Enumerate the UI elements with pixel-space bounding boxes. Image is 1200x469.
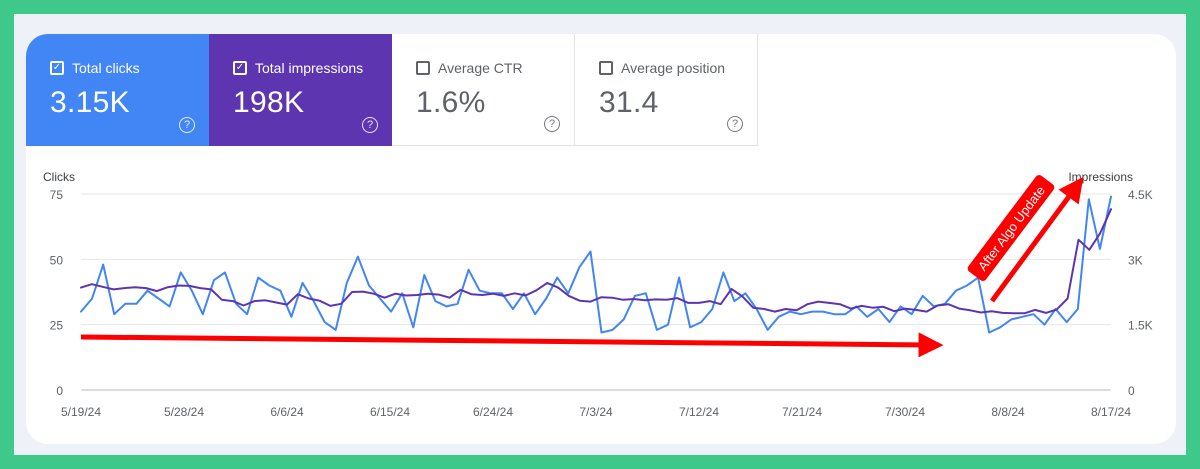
trend-arrow-up — [989, 176, 1084, 303]
metric-label: Total clicks — [72, 60, 140, 76]
metric-value: 31.4 — [599, 86, 659, 119]
right-tick-label: 4.5K — [1128, 188, 1153, 202]
help-icon[interactable]: ? — [179, 117, 195, 133]
left-tick-label: 25 — [50, 319, 64, 333]
annotation-text: After Algo Update — [975, 183, 1048, 273]
trend-arrow-flat — [80, 332, 944, 358]
metric-tile-total-clicks[interactable]: ✓ Total clicks 3.15K ? — [26, 34, 209, 146]
performance-card: ✓ Total clicks 3.15K ? ✓ Total impressio… — [26, 34, 1176, 444]
series-line-impressions — [80, 208, 1112, 315]
x-tick-label: 5/28/24 — [164, 405, 204, 419]
metric-value: 1.6% — [416, 86, 486, 119]
metric-label: Average CTR — [438, 60, 523, 76]
left-axis-title: Clicks — [43, 170, 75, 184]
x-tick-label: 6/24/24 — [473, 405, 513, 419]
help-icon[interactable]: ? — [362, 117, 378, 133]
x-tick-label: 5/19/24 — [61, 405, 101, 419]
checkbox-checked-icon[interactable]: ✓ — [50, 61, 64, 75]
right-tick-label: 3K — [1128, 253, 1143, 267]
x-tick-label: 6/6/24 — [270, 405, 304, 419]
checkbox-unchecked-icon[interactable] — [416, 61, 430, 75]
x-tick-label: 7/21/24 — [782, 405, 822, 419]
metric-tile-average-ctr[interactable]: Average CTR 1.6% ? — [392, 34, 575, 146]
metric-tile-total-impressions[interactable]: ✓ Total impressions 198K ? — [209, 34, 392, 146]
metric-tile-average-position[interactable]: Average position 31.4 ? — [575, 34, 758, 146]
right-tick-label: 0 — [1128, 384, 1135, 398]
left-tick-label: 50 — [50, 253, 64, 267]
metric-label: Average position — [621, 60, 726, 76]
right-axis-title: Impressions — [1068, 170, 1133, 184]
x-tick-label: 7/30/24 — [885, 405, 925, 419]
metric-value: 198K — [233, 86, 305, 119]
series-line-clicks — [80, 195, 1112, 334]
x-tick-label: 8/8/24 — [991, 405, 1025, 419]
x-tick-label: 6/15/24 — [370, 405, 410, 419]
x-tick-label: 7/3/24 — [579, 405, 613, 419]
metric-label: Total impressions — [255, 60, 364, 76]
left-tick-label: 0 — [56, 384, 63, 398]
performance-chart: 0 0 25 1.5K 50 3K 75 4.5K Clicks Impressions 5/19/… — [43, 170, 1153, 419]
checkbox-checked-icon[interactable]: ✓ — [233, 61, 247, 75]
checkbox-unchecked-icon[interactable] — [599, 61, 613, 75]
metric-value: 3.15K — [50, 86, 130, 119]
help-icon[interactable]: ? — [727, 116, 743, 132]
metric-tiles: ✓ Total clicks 3.15K ? ✓ Total impressio… — [26, 34, 758, 146]
left-tick-label: 75 — [50, 188, 64, 202]
help-icon[interactable]: ? — [544, 116, 560, 132]
x-tick-label: 8/17/24 — [1091, 405, 1131, 419]
right-tick-label: 1.5K — [1128, 319, 1153, 333]
x-tick-label: 7/12/24 — [679, 405, 719, 419]
annotation-label: After Algo Update — [967, 175, 1055, 281]
